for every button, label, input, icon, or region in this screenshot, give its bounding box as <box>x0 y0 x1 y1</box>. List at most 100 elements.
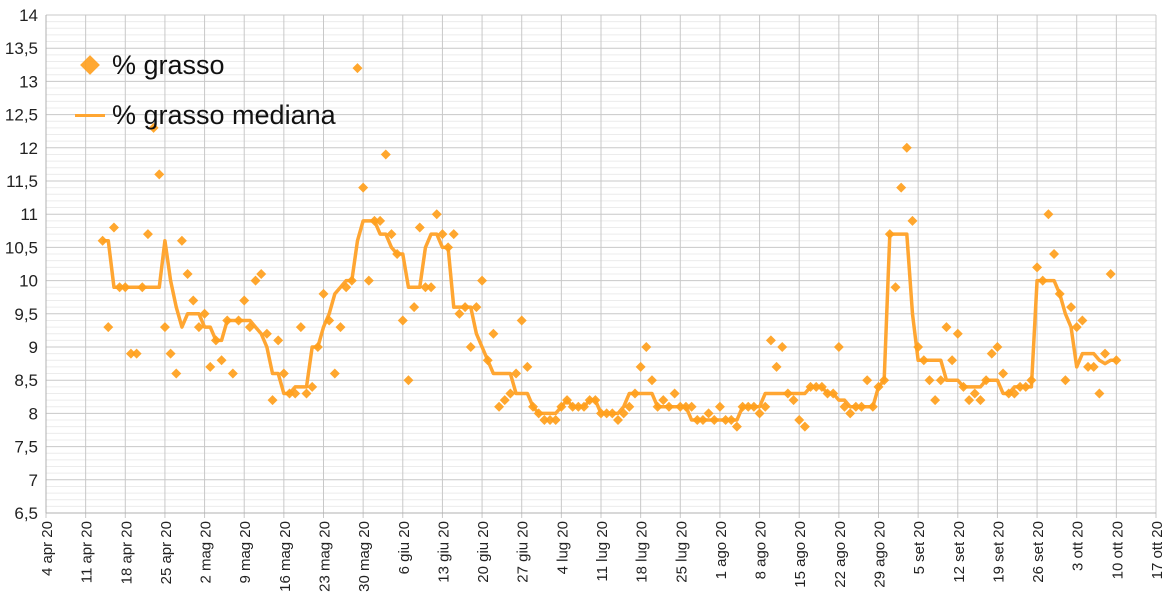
data-point <box>618 408 629 419</box>
y-tick-label: 11 <box>20 205 38 224</box>
data-point <box>312 342 323 352</box>
x-tick-label: 29 ago 20 <box>872 521 889 588</box>
data-point <box>318 288 329 299</box>
data-point <box>499 395 510 406</box>
data-point <box>799 421 810 432</box>
data-point <box>193 322 204 333</box>
data-point <box>471 302 482 313</box>
x-tick-label: 3 ott 20 <box>1070 521 1087 571</box>
data-point <box>1043 209 1054 220</box>
data-point <box>646 375 657 386</box>
legend-label: % grasso mediana <box>112 99 336 130</box>
data-point <box>154 169 165 180</box>
data-point <box>409 302 420 313</box>
x-tick-label: 17 ott 20 <box>1149 521 1164 579</box>
data-point <box>992 342 1003 352</box>
data-point <box>369 215 380 226</box>
x-tick-label: 23 mag 20 <box>317 521 334 592</box>
data-point <box>624 401 635 412</box>
data-point <box>205 361 216 372</box>
data-point <box>103 322 114 333</box>
data-point <box>295 322 306 333</box>
data-point <box>850 401 861 412</box>
data-point <box>176 235 187 246</box>
data-point <box>952 328 963 339</box>
data-point <box>822 388 833 399</box>
data-point <box>120 282 131 293</box>
x-tick-label: 22 ago 20 <box>832 521 849 588</box>
data-point <box>947 355 958 366</box>
data-point <box>714 401 725 412</box>
x-tick-label: 9 mag 20 <box>237 521 254 584</box>
y-tick-label: 8,5 <box>14 371 38 390</box>
data-point <box>607 408 618 419</box>
data-point <box>658 395 669 406</box>
data-point <box>188 295 199 306</box>
data-point <box>341 282 352 293</box>
data-point <box>805 381 816 392</box>
data-point <box>1071 322 1082 333</box>
x-tick-label: 19 set 20 <box>990 521 1007 583</box>
x-tick-label: 18 lug 20 <box>634 521 651 583</box>
data-point <box>839 401 850 412</box>
data-point <box>267 395 278 406</box>
data-point <box>397 315 408 326</box>
y-tick-label: 12,5 <box>5 106 38 125</box>
x-tick-label: 5 set 20 <box>911 521 928 574</box>
data-point <box>443 242 454 253</box>
data-point <box>924 375 935 386</box>
data-point <box>431 209 442 220</box>
data-point <box>1100 348 1111 359</box>
data-point <box>516 315 527 326</box>
data-point <box>465 342 476 352</box>
data-point <box>567 401 578 412</box>
axes <box>45 15 1156 514</box>
data-point <box>233 315 244 326</box>
data-point <box>346 275 357 286</box>
y-tick-label: 10,5 <box>5 238 38 257</box>
scatter-points-group <box>97 63 1122 432</box>
data-point <box>329 368 340 379</box>
x-tick-label: 1 ago 20 <box>713 521 730 579</box>
data-point <box>222 315 233 326</box>
x-tick-label: 26 set 20 <box>1030 521 1047 583</box>
data-point <box>1009 388 1020 399</box>
data-point <box>1088 361 1099 372</box>
data-point <box>771 361 782 372</box>
data-point <box>199 308 210 319</box>
y-tick-labels: 6,5 7 7,5 8 8,5 9 9,5 10 10,5 11 11,5 12 12,5 13 13,5 1… <box>5 6 38 523</box>
data-point <box>901 142 912 153</box>
data-point <box>363 275 374 286</box>
data-point <box>273 335 284 346</box>
y-tick-label: 8 <box>29 404 38 423</box>
data-point <box>182 268 193 279</box>
x-tick-label: 4 apr 20 <box>39 521 56 576</box>
data-point <box>324 315 335 326</box>
data-point <box>675 401 686 412</box>
data-point <box>1066 302 1077 313</box>
data-point <box>794 415 805 426</box>
data-point <box>641 342 652 352</box>
y-tick-label: 7 <box>29 471 38 490</box>
data-point <box>375 215 386 226</box>
data-point <box>142 229 153 240</box>
data-point <box>301 388 312 399</box>
data-point <box>663 401 674 412</box>
data-point <box>250 275 261 286</box>
data-point <box>584 395 595 406</box>
data-point <box>986 348 997 359</box>
data-point <box>998 368 1009 379</box>
y-tick-label: 12 <box>19 139 38 158</box>
data-point <box>426 282 437 293</box>
data-point <box>686 401 697 412</box>
x-tick-label: 2 mag 20 <box>198 521 215 584</box>
x-tick-label: 18 apr 20 <box>118 521 135 584</box>
data-point <box>958 381 969 392</box>
data-point <box>879 375 890 386</box>
data-point <box>171 368 182 379</box>
data-point <box>930 395 941 406</box>
data-point <box>629 388 640 399</box>
data-point <box>539 415 550 426</box>
data-point <box>788 395 799 406</box>
